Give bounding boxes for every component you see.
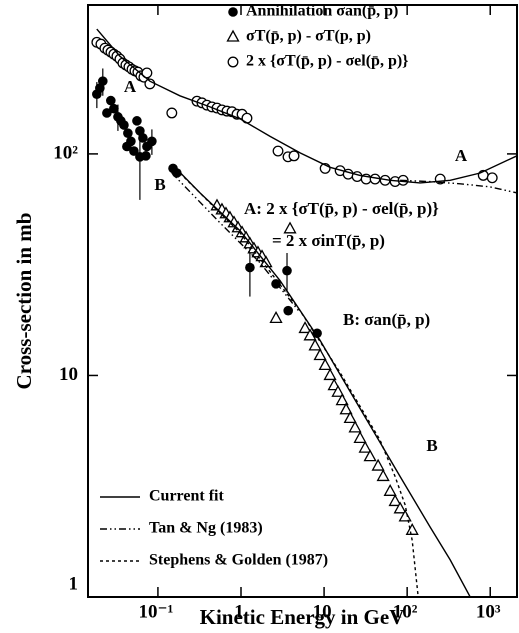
annotation: B — [426, 436, 437, 455]
point — [132, 116, 142, 126]
point — [245, 262, 255, 273]
point — [272, 145, 284, 157]
point — [283, 221, 297, 234]
point — [269, 311, 283, 324]
point — [363, 449, 377, 462]
point — [358, 440, 372, 453]
plot-frame — [87, 4, 518, 598]
legend-marker — [226, 29, 240, 42]
annotation: B: σan(p̄, p) — [343, 310, 430, 329]
point — [123, 128, 133, 139]
point — [141, 67, 153, 79]
point — [376, 469, 390, 482]
point — [312, 328, 322, 339]
annotation: B — [154, 175, 165, 194]
y-tick-label: 10 — [59, 364, 78, 385]
point — [388, 494, 402, 507]
legend-label: Stephens & Golden (1987) — [149, 552, 328, 569]
annotation: A: 2 x {σT(p̄, p) - σel(p̄, p)} — [244, 199, 439, 218]
point — [343, 411, 357, 424]
x-tick-label: 10⁻¹ — [139, 601, 174, 622]
point — [371, 458, 385, 471]
point — [393, 501, 407, 514]
y-tick-label: 1 — [69, 573, 79, 594]
annotation: A — [124, 77, 137, 96]
x-tick-label: 1 — [234, 601, 244, 622]
legend-label: Tan & Ng (1983) — [149, 520, 263, 537]
point — [141, 151, 151, 161]
fit-curve — [96, 28, 517, 597]
y-axis-label: Cross-section in mb — [12, 213, 36, 390]
x-tick-label: 10³ — [476, 601, 501, 622]
point — [282, 265, 292, 276]
annotation: = 2 x σinT(p̄, p) — [272, 231, 385, 250]
point — [308, 338, 322, 351]
point — [335, 393, 349, 406]
legend-label: σT(p̄, p) - σT(p, p) — [246, 28, 371, 45]
point — [102, 108, 112, 118]
annotation: A — [455, 146, 468, 165]
x-tick-label: 10 — [313, 601, 332, 622]
point — [405, 522, 419, 535]
point — [298, 321, 312, 334]
point — [166, 107, 178, 119]
point — [122, 141, 132, 152]
point — [339, 402, 353, 415]
y-tick-label: 10² — [53, 142, 78, 163]
point — [138, 133, 148, 143]
point — [97, 76, 108, 86]
point — [353, 431, 367, 444]
legend-marker — [228, 7, 238, 17]
point — [119, 120, 129, 130]
legend-marker — [227, 56, 239, 68]
point — [288, 150, 300, 162]
point — [331, 384, 345, 397]
legend-label: 2 x {σT(p̄, p) - σel(p̄, p)} — [246, 53, 408, 70]
x-axis-label: Kinetic Energy in GeV — [200, 605, 405, 629]
point — [348, 420, 362, 433]
point — [323, 368, 337, 381]
point — [129, 146, 139, 156]
fit-curve — [171, 172, 517, 314]
x-tick-label: 10² — [393, 601, 418, 622]
legend-label: Annihilation σan(p̄, p) — [246, 3, 398, 20]
legend-label: Current fit — [149, 488, 224, 505]
point — [313, 348, 327, 361]
point — [109, 103, 119, 114]
point — [106, 95, 116, 106]
plot-area — [91, 28, 517, 597]
point — [303, 328, 317, 341]
point — [318, 358, 332, 371]
point — [147, 136, 157, 147]
point — [283, 305, 294, 316]
point — [383, 483, 397, 496]
point — [486, 172, 498, 184]
